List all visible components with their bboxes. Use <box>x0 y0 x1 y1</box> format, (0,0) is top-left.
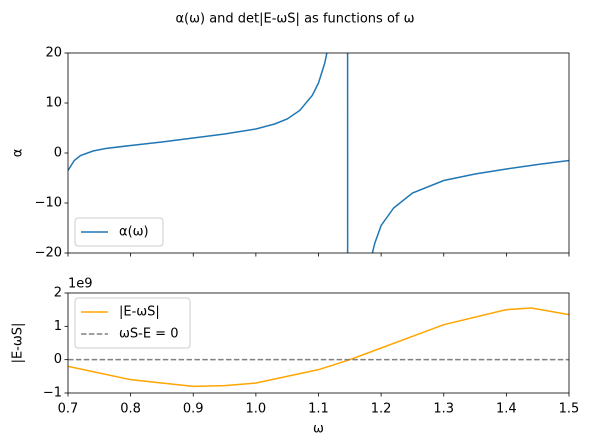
x-tick-label: 1.1 <box>308 402 329 417</box>
x-tick-label: 1.5 <box>559 402 580 417</box>
x-tick-label: 1.3 <box>433 402 454 417</box>
offset-label: 1e9 <box>68 277 93 292</box>
x-tick-label: 0.9 <box>183 402 204 417</box>
y-tick-label: 0 <box>54 146 62 161</box>
x-tick-label: 1.0 <box>246 402 267 417</box>
legend-label: ωS-E = 0 <box>119 327 178 342</box>
figure-title: α(ω) and det|E-ωS| as functions of ω <box>175 12 414 27</box>
y-tick-label: 0 <box>54 352 62 367</box>
x-tick-label: 1.4 <box>496 402 517 417</box>
series-line <box>68 53 569 253</box>
y-axis-label: |E-ωS| <box>11 323 26 364</box>
y-tick-label: 1 <box>54 319 62 334</box>
x-tick-label: 0.7 <box>58 402 79 417</box>
x-tick-label: 0.8 <box>120 402 141 417</box>
y-tick-label: −1 <box>43 386 62 401</box>
x-axis-label: ω <box>313 422 324 437</box>
y-tick-label: −10 <box>35 196 62 211</box>
y-tick-label: 10 <box>45 96 62 111</box>
legend-box <box>74 297 191 349</box>
legend-label: |E-ωS| <box>119 305 160 320</box>
plot-area <box>68 307 569 388</box>
y-axis-label: α <box>11 149 26 158</box>
legend-label: α(ω) <box>119 225 149 240</box>
series-line <box>68 307 569 388</box>
plot-area <box>68 53 569 253</box>
y-tick-label: 20 <box>45 46 62 61</box>
legend-box <box>74 217 164 247</box>
y-tick-label: −20 <box>35 246 62 261</box>
x-tick-label: 1.2 <box>371 402 392 417</box>
y-tick-label: 2 <box>54 286 62 301</box>
